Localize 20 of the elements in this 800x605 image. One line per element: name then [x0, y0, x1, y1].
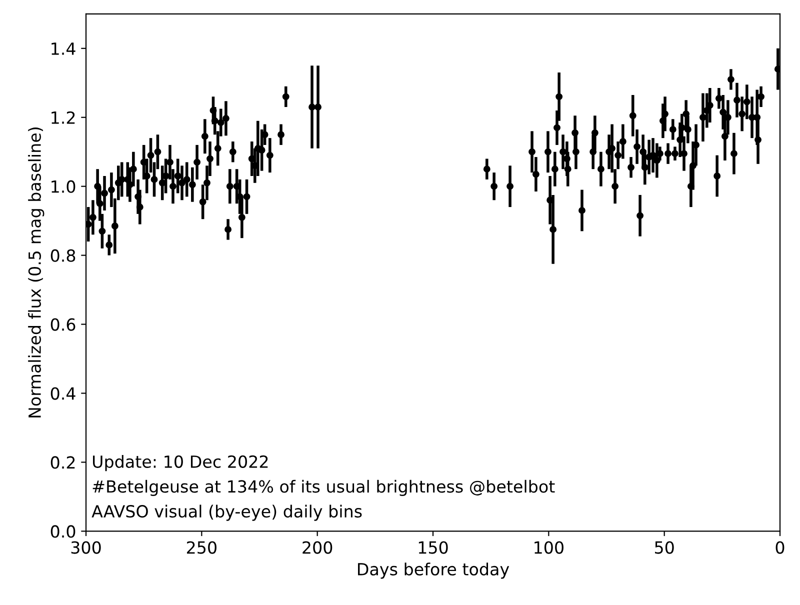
y-axis-title: Normalized flux (0.5 mag baseline): [28, 127, 44, 418]
x-tick-label: 250: [186, 541, 216, 554]
x-tick-label: 50: [655, 541, 674, 554]
y-tick-label: 1.0: [52, 180, 76, 193]
annotation: AAVSO visual (by-eye) daily bins: [92, 504, 362, 521]
y-tick-label: 0.0: [50, 525, 76, 538]
x-tick-label: 150: [418, 541, 448, 554]
x-tick-label: 200: [302, 541, 332, 554]
x-axis-title: Days before today: [358, 562, 510, 579]
y-tick-label: 1.2: [52, 111, 75, 124]
y-tick-label: 1.4: [52, 42, 76, 55]
annotation: Update: 10 Dec 2022: [93, 455, 268, 472]
annotation: #Betelgeuse at 134% of its usual brightness @betelbot: [92, 480, 555, 496]
y-tick-label: 0.4: [50, 387, 76, 400]
x-tick-label: 0: [776, 541, 784, 554]
y-tick-label: 0.2: [50, 456, 75, 469]
y-tick-label: 0.6: [50, 318, 76, 331]
y-tick-label: 0.8: [50, 249, 76, 262]
x-tick-label: 300: [71, 541, 101, 554]
x-tick-label: 100: [534, 541, 564, 554]
